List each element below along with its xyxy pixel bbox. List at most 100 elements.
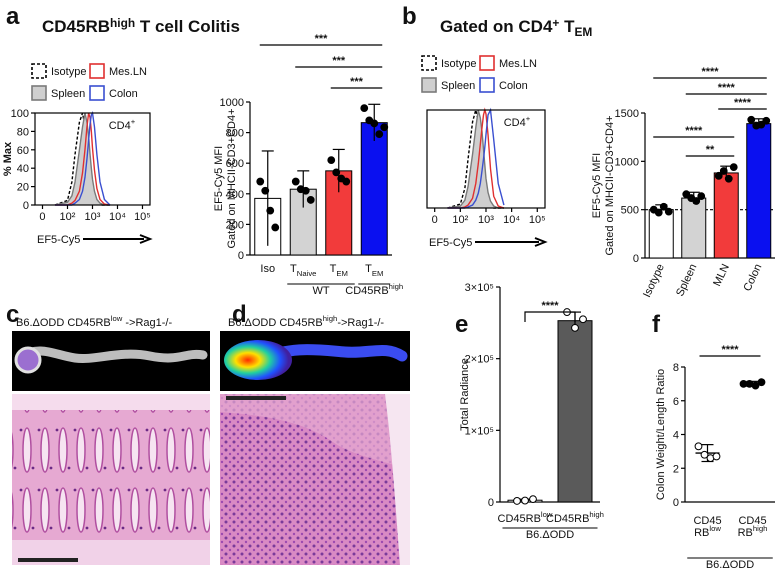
significance-label: **** [721, 344, 739, 356]
x-tick-label: 0 [39, 211, 45, 223]
text-part: ->Rag1-/- [122, 317, 172, 329]
y-tick-label: 0 [633, 253, 639, 265]
text-part: high [110, 16, 135, 30]
significance-label: ** [706, 144, 715, 156]
x-tick-label: 10³ [478, 214, 494, 226]
data-point [332, 168, 341, 177]
data-point [700, 450, 709, 459]
panel-label: c [6, 301, 19, 328]
group-label: CD45RBhigh [345, 282, 403, 297]
y-tick-label: 4 [673, 430, 679, 442]
data-point [757, 120, 766, 129]
histology-image [12, 394, 210, 565]
histogram-curve [447, 107, 505, 209]
image-caption: B6.ΔODD CD45RBlow ->Rag1-/- [16, 314, 172, 329]
text-part: T [559, 17, 575, 36]
data-point [256, 177, 265, 186]
legend-label: Mes.LN [499, 58, 537, 70]
y-tick-label: 20 [17, 182, 29, 194]
data-point [712, 452, 721, 461]
significance-label: **** [685, 125, 703, 137]
text-part: T [330, 263, 337, 275]
significance-label: **** [541, 300, 559, 312]
text-part: B6.ΔODD [706, 559, 754, 571]
data-point [664, 207, 673, 216]
text-part: + [552, 16, 559, 30]
text-part: EM [372, 269, 384, 278]
significance-bracket [524, 311, 576, 322]
panel-label: b [402, 3, 417, 30]
text-part: CD4 [109, 120, 131, 132]
text-part: CD45 [738, 515, 766, 527]
y-tick-label: 0 [238, 250, 244, 262]
y-tick-label: 800 [226, 128, 244, 140]
legend-swatch [31, 85, 47, 101]
group-label: B6.ΔODD [526, 529, 574, 541]
text-part: + [131, 117, 136, 126]
data-point [747, 115, 756, 124]
x-tick-label: Colon [741, 262, 764, 293]
x-tick-label: TEM [365, 263, 383, 278]
legend-label: Isotype [51, 66, 86, 78]
text-part: high [753, 524, 768, 533]
y-tick-label: 2 [673, 463, 679, 475]
text-part: B6.ΔODD [526, 529, 574, 541]
data-point [659, 202, 668, 211]
cecum-image [14, 346, 42, 374]
text-part: CD45 [693, 515, 721, 527]
text-part: CD45RB [498, 513, 541, 525]
x-tick-label: Isotype [641, 262, 667, 299]
bar [681, 197, 707, 259]
y-tick-label: 1000 [220, 97, 244, 109]
y-axis-label: Gated on MHCII-CD3+CD4+ [226, 109, 238, 249]
text-part: CD4 [504, 117, 526, 129]
significance-label: *** [350, 76, 364, 88]
text-part: high [323, 314, 338, 323]
group-label: WT [312, 285, 329, 297]
significance-label: **** [701, 66, 719, 78]
data-point [301, 186, 310, 195]
legend-label: Spleen [441, 80, 475, 92]
colon-image [17, 346, 208, 364]
y-tick-label: 1×10⁵ [465, 425, 494, 437]
y-tick-label: 0 [673, 497, 679, 509]
data-point [571, 323, 579, 332]
significance-label: **** [718, 82, 736, 94]
text-part: RB [738, 527, 753, 539]
data-point [271, 223, 280, 232]
legend-label: Isotype [441, 58, 476, 70]
text-part: EM [574, 25, 592, 39]
data-point [729, 163, 738, 172]
data-point [719, 167, 728, 175]
data-point [694, 442, 703, 451]
text-part: CD45RB [345, 285, 388, 297]
x-tick-label: TEM [330, 263, 348, 278]
bar [746, 123, 772, 259]
panel-label: f [652, 311, 661, 338]
y-tick-label: 60 [17, 145, 29, 157]
x-tick-label: TNaive [290, 263, 316, 278]
data-point [654, 208, 663, 217]
significance-label: *** [315, 33, 329, 45]
data-point [579, 315, 587, 324]
cecum-image [224, 340, 292, 380]
legend-swatch [421, 77, 437, 93]
scale-bar [226, 396, 286, 400]
data-point [714, 171, 723, 180]
x-tick-label: Iso [260, 263, 275, 275]
x-tick-label: CD45RBhigh [546, 510, 604, 525]
y-tick-label: 1500 [615, 108, 639, 120]
legend-label: Colon [499, 80, 528, 92]
text-part: ->Rag1-/- [337, 317, 384, 329]
y-tick-label: 6 [673, 396, 679, 408]
x-tick-label: 10² [452, 214, 468, 226]
plot-title: CD4+ [109, 117, 136, 132]
text-part: EM [336, 269, 348, 278]
text-part: high [589, 510, 604, 519]
y-tick-label: 40 [17, 163, 29, 175]
plot-title: CD4+ [504, 114, 531, 129]
text-part: high [389, 282, 404, 291]
x-tick-label: Spleen [674, 262, 699, 298]
data-point [327, 156, 336, 165]
